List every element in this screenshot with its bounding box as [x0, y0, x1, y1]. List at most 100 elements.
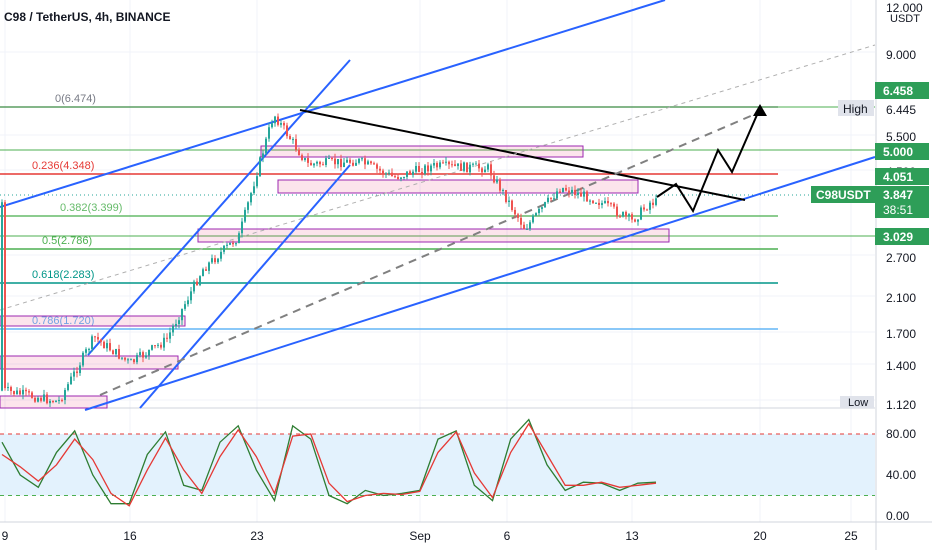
candle-body [289, 136, 291, 140]
candle-body [31, 392, 33, 398]
candle-body [82, 352, 84, 366]
chart-title: C98 / TetherUS, 4h, BINANCE [4, 10, 170, 24]
candle-body [136, 355, 138, 363]
low-label: Low [848, 397, 868, 409]
candle-body [46, 394, 48, 404]
candle-body [610, 203, 612, 205]
candle-body [400, 177, 402, 179]
candle-body [547, 197, 549, 203]
projection-arrowhead [753, 104, 767, 116]
time-axis-tick: 13 [625, 529, 639, 543]
time-axis-tick: 20 [753, 529, 767, 543]
high-label: High [843, 102, 868, 116]
price-tag [875, 228, 929, 245]
candle-body [583, 191, 585, 197]
candle-body [538, 208, 540, 214]
impulse-channel-lower [139, 164, 351, 409]
candle-body [499, 179, 501, 191]
candle-body [295, 139, 297, 150]
candle-body [247, 202, 249, 210]
candle-body [7, 387, 9, 389]
candle-body [415, 166, 417, 172]
candle-body [634, 219, 636, 222]
candle-body [175, 324, 177, 327]
candle-body [475, 163, 477, 165]
candle-body [625, 211, 627, 217]
candle-body [211, 258, 213, 263]
candle-body [220, 251, 222, 259]
low-label-box [840, 396, 874, 408]
current-price-tag [875, 186, 929, 218]
candle-body [457, 163, 459, 166]
projection-line [656, 107, 761, 214]
candle-body [115, 348, 117, 355]
candle-body [502, 190, 504, 192]
candle-body [277, 116, 279, 125]
candle-body [121, 357, 123, 359]
candle-body [4, 202, 6, 389]
price-axis-tick: 2.100 [886, 291, 916, 305]
price-tag [875, 168, 929, 185]
candle-body [202, 269, 204, 277]
candle-body [67, 384, 69, 391]
candle-body [112, 350, 114, 355]
time-axis-tick: 25 [844, 529, 858, 543]
candle-body [460, 163, 462, 171]
candle-body [160, 344, 162, 348]
candle-body [328, 157, 330, 159]
candle-body [232, 242, 234, 245]
candle-body [385, 173, 387, 175]
candle-body [52, 400, 54, 403]
price-axis-tick: 1.700 [886, 327, 916, 341]
candle-body [22, 389, 24, 395]
upper-channel-line [0, 0, 666, 208]
candle-body [511, 200, 513, 210]
candle-body [550, 197, 552, 199]
candle-body [256, 176, 258, 187]
fibonacci-retracement: 0(6.474) 0.236(4.348) 0.382(3.399) 0.5(2.78… [0, 93, 875, 330]
candle-body [169, 332, 171, 339]
candle-body [88, 349, 90, 351]
candle-body [367, 161, 369, 165]
candle-body [325, 158, 327, 165]
candle-body [472, 163, 474, 165]
fib-level-label: 0.236(4.348) [32, 160, 94, 172]
candle-body [58, 400, 60, 402]
candle-body [451, 164, 453, 166]
candle-body [598, 202, 600, 206]
fib-level-label: 0.382(3.399) [60, 202, 122, 214]
candle-body [382, 170, 384, 175]
candle-body [244, 209, 246, 222]
candle-body [352, 162, 354, 166]
candle-body [130, 359, 132, 361]
candle-body [124, 357, 126, 360]
candle-body [298, 149, 300, 156]
candle-body [76, 371, 78, 374]
candle-body [43, 394, 45, 401]
price-tag [875, 82, 929, 99]
oscillator-axis-tick: 80.00 [886, 427, 916, 441]
candle-body [373, 163, 375, 165]
candle-body [73, 371, 75, 377]
candle-body [436, 163, 438, 168]
candle-body [406, 171, 408, 177]
oscillator-series-k [1, 418, 657, 505]
candle-body [649, 202, 651, 210]
candle-body [568, 190, 570, 194]
candle-body [637, 219, 639, 222]
candle-body [304, 158, 306, 160]
candle-body [109, 343, 111, 351]
candle-body [316, 161, 318, 164]
candle-body [34, 397, 36, 402]
time-axis-tick: 9 [2, 529, 9, 543]
candle-body [424, 165, 426, 174]
dashed-upper-line [0, 44, 876, 311]
candle-body [640, 207, 642, 220]
symbol-tag-label: C98USDT [816, 188, 871, 202]
candle-body [13, 390, 15, 395]
candle-body [529, 222, 531, 229]
candle-body [214, 258, 216, 263]
candle-body [280, 123, 282, 125]
